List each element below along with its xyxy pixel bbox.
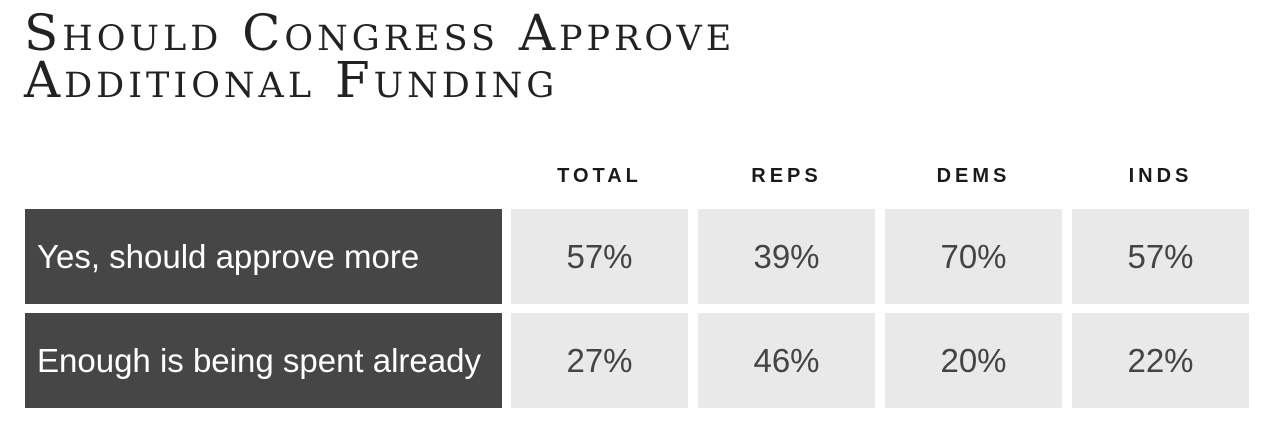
cell-approve-more-inds: 57% (1072, 209, 1249, 304)
cell-enough-spent-dems: 20% (885, 313, 1062, 408)
cell-enough-spent-reps: 46% (698, 313, 875, 408)
cell-enough-spent-total: 27% (511, 313, 688, 408)
column-header-reps: REPS (751, 165, 822, 187)
cell-approve-more-total: 57% (511, 209, 688, 304)
column-header-inds: INDS (1128, 165, 1193, 187)
column-header-dems: DEMS (936, 165, 1011, 187)
cell-enough-spent-inds: 22% (1072, 313, 1249, 408)
cell-approve-more-dems: 70% (885, 209, 1062, 304)
row-label-enough-spent: Enough is being spent already (25, 313, 502, 408)
column-header-total: TOTAL (557, 165, 642, 187)
chart-title: Should Congress Approve Additional Fundi… (24, 4, 736, 109)
row-label-approve-more: Yes, should approve more (25, 209, 502, 304)
cell-approve-more-reps: 39% (698, 209, 875, 304)
results-table: TOTAL REPS DEMS INDS Yes, should approve… (25, 156, 1249, 408)
